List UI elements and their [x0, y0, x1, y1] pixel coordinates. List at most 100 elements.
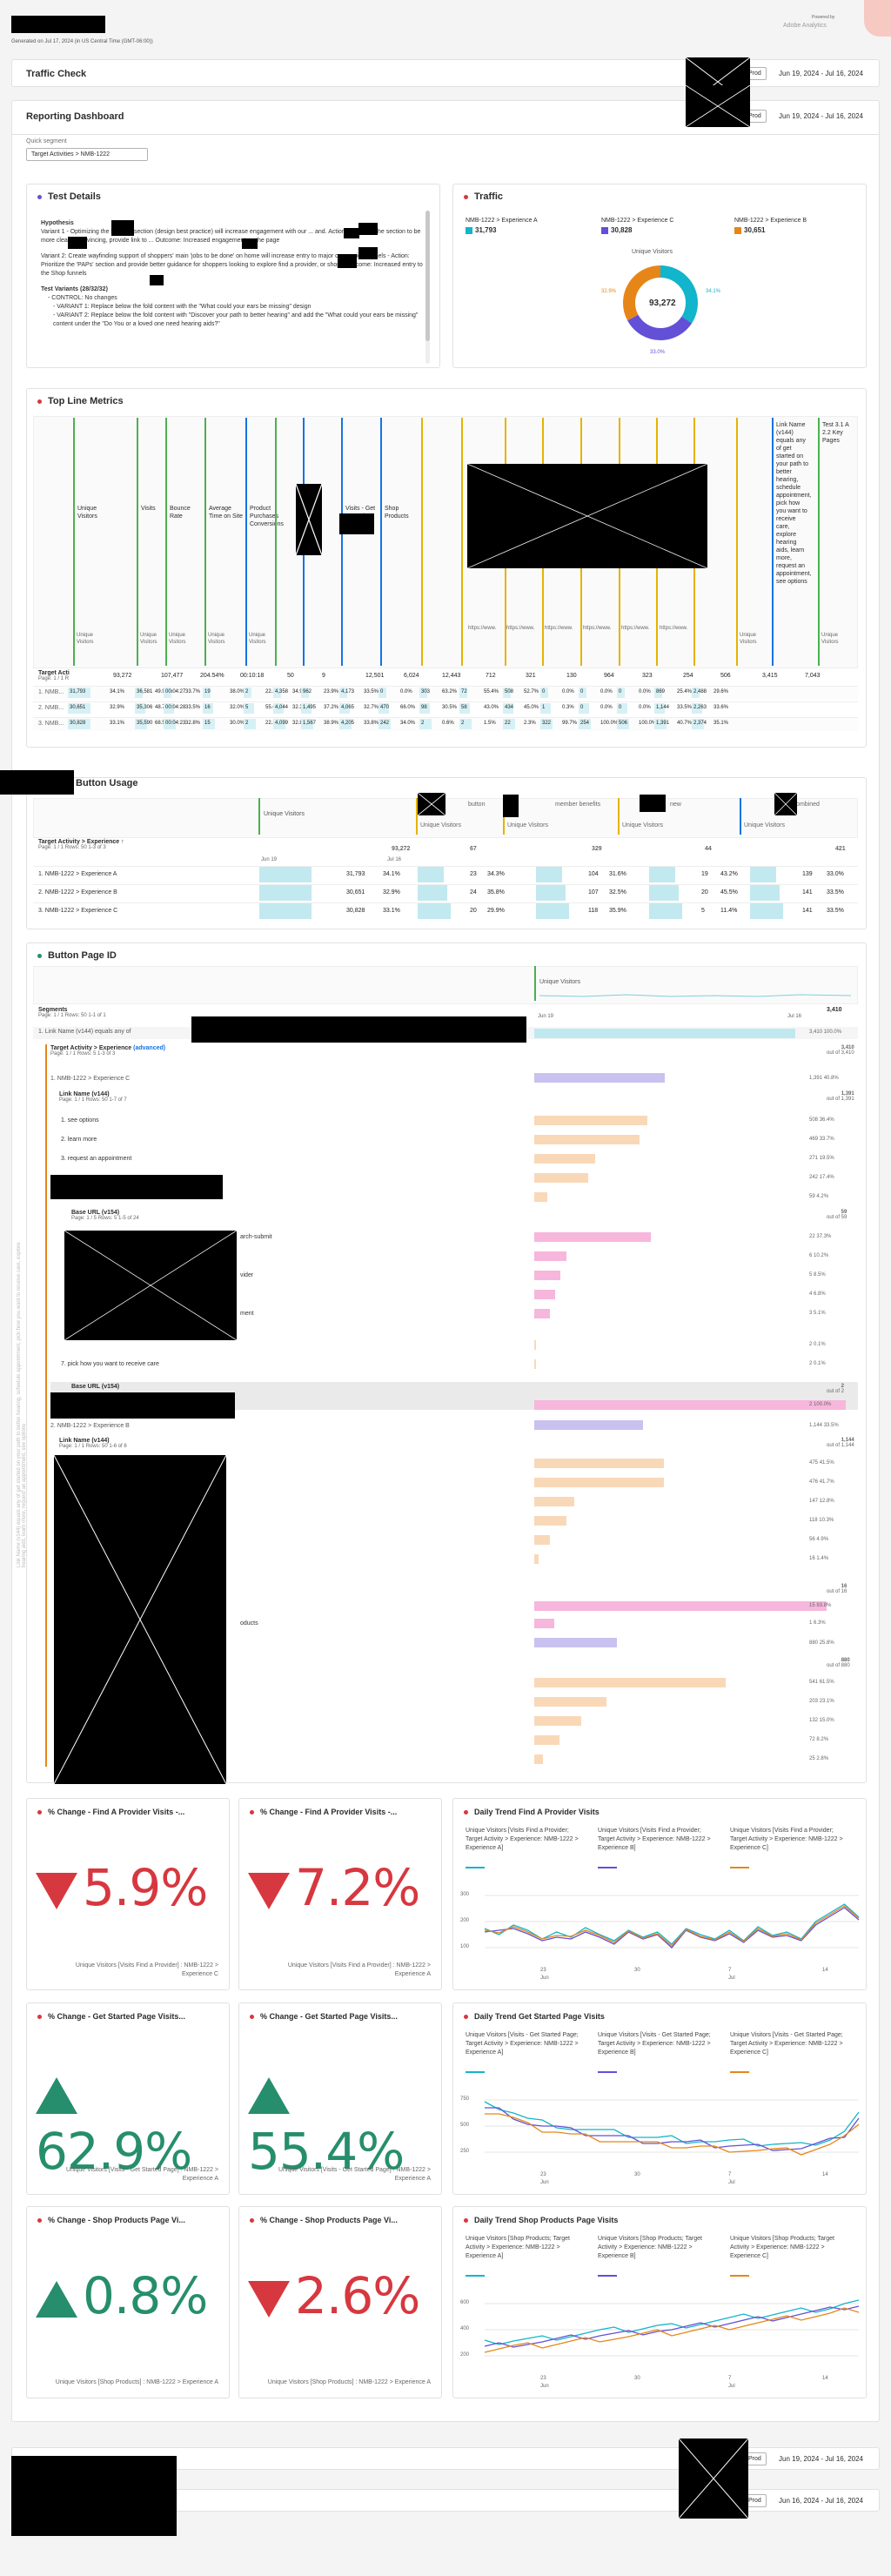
- date-range[interactable]: Jun 19, 2024 - Jul 16, 2024: [779, 70, 863, 77]
- metric-cell: 63.2%: [442, 689, 458, 694]
- kpi-footnote: Unique Visitors [Shop Products] : NMB-12…: [55, 2379, 218, 2385]
- metric-cell: 2,374: [693, 721, 707, 726]
- trend-chart-card[interactable]: Daily Trend Get Started Page Visits Uniqu…: [452, 2002, 867, 2195]
- metric-cell: 254: [580, 721, 590, 726]
- quick-segment-label: Quick segment: [26, 138, 67, 144]
- metric-header[interactable]: Unique Visitors: [77, 506, 97, 520]
- metric-cell: 32.8%: [292, 721, 308, 726]
- metric-cell: 16: [204, 705, 211, 710]
- date-range[interactable]: Jun 19, 2024 - Jul 16, 2024: [779, 112, 863, 120]
- bp-row1-val: 3,410 100.0%: [809, 1030, 842, 1035]
- bu-cell: 118: [588, 908, 599, 914]
- metric-cell: 869: [656, 689, 666, 694]
- bu-cell: 33.5%: [827, 908, 844, 914]
- metric-cell: 2: [245, 721, 249, 726]
- table-row[interactable]: [33, 686, 858, 700]
- bp-axis-start: Jun 19: [538, 1014, 554, 1019]
- legend-swatch: [466, 2275, 485, 2277]
- table-row[interactable]: [33, 701, 858, 715]
- bu-cell: 34.3%: [487, 871, 505, 877]
- value-cell: 15 93.8%: [809, 1603, 832, 1608]
- donut-pct-b: 32.9%: [601, 289, 617, 294]
- segment-chip[interactable]: Target Activities > NMB-1222: [26, 148, 148, 161]
- metric-header[interactable]: Visits: [141, 506, 156, 512]
- redacted-logo: [11, 16, 105, 33]
- kpi-card[interactable]: % Change - Get Started Page Visits... 62.…: [26, 2002, 230, 2195]
- scrollbar[interactable]: [425, 211, 430, 364]
- metric-col-line: [341, 418, 343, 666]
- metric-total: 712: [486, 673, 496, 679]
- exp-b-row[interactable]: 2. NMB-1222 > Experience B: [50, 1423, 130, 1429]
- button-page-title: Button Page ID: [37, 950, 117, 961]
- value-cell: 1 6.3%: [809, 1620, 826, 1626]
- value-cell: 72 8.2%: [809, 1737, 829, 1742]
- series-line: [484, 2307, 860, 2353]
- value-bar: [534, 1697, 606, 1707]
- kpi-card[interactable]: % Change - Shop Products Page Vi... 2.6% U…: [238, 2206, 442, 2398]
- bu-cell: 5: [701, 908, 705, 914]
- y-tick: 400: [460, 2326, 470, 2331]
- ln2-label: Link Name (v144) Page: 1 / 1 Rows: 50 1-6…: [59, 1438, 127, 1449]
- traffic-col-c: NMB-1222 > Experience C 30,828: [601, 218, 674, 234]
- kpi-card[interactable]: % Change - Find A Provider Visits -... 5.…: [26, 1798, 230, 1990]
- bu-total: 329: [592, 846, 602, 852]
- metric-subheader: Unique Visitors: [140, 633, 157, 645]
- exp-c-row[interactable]: 1. NMB-1222 > Experience C: [50, 1076, 131, 1082]
- metric-subheader: Unique Visitors: [249, 633, 266, 645]
- value-cell: 6 10.2%: [809, 1253, 829, 1258]
- value-bar: [534, 1716, 581, 1726]
- traffic-title: Traffic: [464, 191, 503, 202]
- metric-header[interactable]: Test 3.1 A 2.2 Key Pages: [822, 422, 849, 444]
- table-row[interactable]: [33, 717, 858, 731]
- metric-header[interactable]: Average Time on Site: [209, 506, 244, 520]
- x-tick: 7: [728, 2172, 732, 2177]
- value-cell: 203 23.1%: [809, 1699, 834, 1704]
- variant-2: - VARIANT 2: Replace below the fold cont…: [53, 312, 419, 327]
- cell-bar: [418, 903, 451, 919]
- cell-bar: [540, 719, 553, 729]
- x-tick: 7: [728, 1968, 732, 1973]
- date-range[interactable]: Jun 19, 2024 - Jul 16, 2024: [779, 2455, 863, 2463]
- value-cell: 541 61.5%: [809, 1680, 834, 1685]
- cell-bar: [536, 885, 566, 901]
- metric-cell: 0.0%: [600, 705, 613, 710]
- metric-cell: 2,488: [693, 689, 707, 694]
- bu-col-header: member benefits: [555, 802, 601, 808]
- bu-subheader: Unique Visitors: [507, 822, 548, 828]
- legend-entry: Unique Visitors [Visits Find a Provider;…: [598, 1828, 711, 1851]
- trend-chart-card[interactable]: Daily Trend Find A Provider Visits Unique…: [452, 1798, 867, 1990]
- table-row[interactable]: [33, 902, 858, 920]
- kpi-card[interactable]: % Change - Shop Products Page Vi... 0.8% U…: [26, 2206, 230, 2398]
- metric-cell: 4,173: [341, 689, 355, 694]
- redacted-block: [150, 275, 164, 285]
- value-cell: 59 4.2%: [809, 1194, 829, 1199]
- metric-header[interactable]: Bounce Rate: [170, 506, 191, 520]
- trend-chart-card[interactable]: Daily Trend Shop Products Page Visits Uni…: [452, 2206, 867, 2398]
- value-cell: 271 19.5%: [809, 1156, 834, 1161]
- metric-cell: 322: [542, 721, 552, 726]
- divider: [12, 134, 879, 135]
- metric-header[interactable]: Shop Products: [385, 506, 409, 520]
- table-row[interactable]: [33, 866, 858, 883]
- date-range[interactable]: Jun 16, 2024 - Jul 16, 2024: [779, 2497, 863, 2505]
- kpi-card[interactable]: % Change - Get Started Page Visits... 55.…: [238, 2002, 442, 2195]
- metric-cell: 33.5%: [185, 705, 201, 710]
- bp-col: Unique Visitors: [539, 979, 580, 985]
- bu-col-line: [740, 798, 741, 835]
- table-row[interactable]: [33, 884, 858, 902]
- kpi-footnote: Unique Visitors [Visits Find a Provider]…: [287, 1962, 431, 1977]
- metric-header[interactable]: Link Name (v144) equals any of get start…: [776, 422, 812, 585]
- metric-cell: 33.5%: [364, 689, 379, 694]
- list-item-label: 3. request an appointment: [61, 1156, 132, 1162]
- cell-bar: [301, 719, 314, 729]
- metric-total: 107,477: [161, 673, 184, 679]
- metric-total: 321: [526, 673, 536, 679]
- value-cell: 25 2.8%: [809, 1756, 829, 1761]
- bu-cell: 35.9%: [609, 908, 626, 914]
- metric-cell: 55.6%: [265, 705, 280, 710]
- bu-col-header: button: [468, 802, 486, 808]
- legend-swatch: [466, 2071, 485, 2073]
- metric-header[interactable]: Product Purchases Conversions: [250, 506, 284, 527]
- kpi-card[interactable]: % Change - Find A Provider Visits -... 7.…: [238, 1798, 442, 1990]
- metric-cell: 4,358: [275, 689, 289, 694]
